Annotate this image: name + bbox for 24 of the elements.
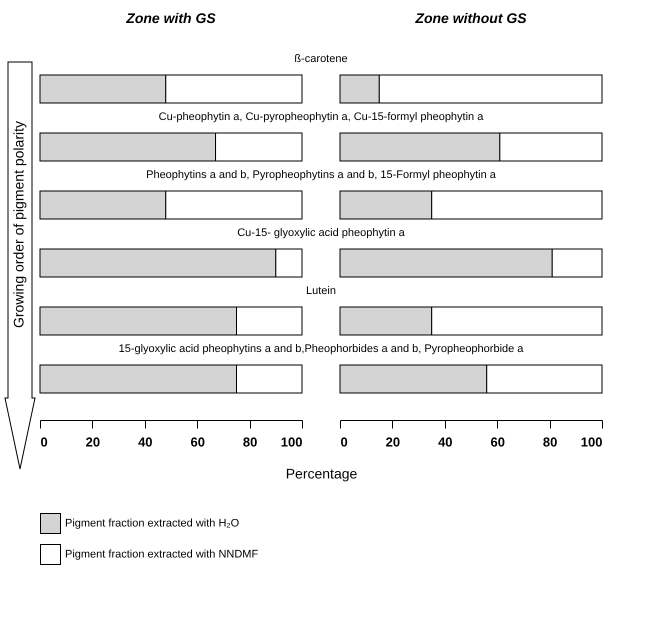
x-tick-label: 40: [138, 434, 153, 450]
y-tick-label: Pheophytins a and b, Pyropheophytins a and b, 15-Formyl pheophytin a: [146, 169, 497, 181]
x-tick-label: 0: [340, 434, 348, 450]
legend-label: Pigment fraction extracted with NNDMF: [65, 548, 258, 560]
x-axis-title: Percentage: [286, 466, 358, 482]
y-tick-label: Cu-pheophytin a, Cu-pyropheophytin a, Cu-15-formyl pheophytin a: [158, 111, 484, 123]
legend-label: Pigment fraction extracted with H₂O: [65, 518, 240, 530]
x-tick-label: 80: [242, 434, 258, 450]
y-tick-label: ß-carotene: [294, 53, 348, 65]
x-tick-label: 0: [40, 434, 48, 450]
y-tick-label: Lutein: [306, 285, 336, 297]
y-tick-label: 15-glyoxylic acid pheophytins a and b,Pheophorbides a and b, Pyropheophorbide a: [118, 343, 524, 355]
y-axis-title: Growing order of pigment polarity: [10, 121, 26, 328]
chart-title: Zone without GS: [414, 10, 528, 26]
y-tick-label: Cu-15- glyoxylic acid pheophytin a: [237, 227, 406, 239]
chart-title: Zone with GS: [125, 10, 216, 26]
x-tick-label: 20: [86, 434, 100, 450]
x-tick-label: 20: [386, 434, 400, 450]
x-tick-label: 60: [490, 434, 505, 450]
x-tick-label: 80: [542, 434, 558, 450]
x-tick-label: 100: [580, 434, 602, 450]
x-tick-label: 100: [280, 434, 302, 450]
x-tick-label: 40: [438, 434, 453, 450]
x-tick-label: 60: [190, 434, 205, 450]
